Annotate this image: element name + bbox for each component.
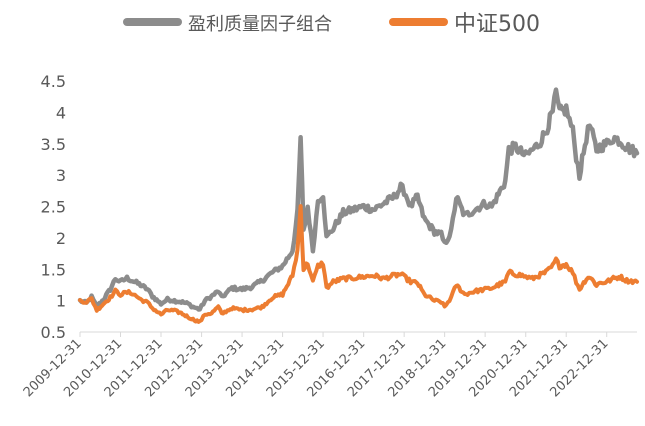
y-tick-label: 3.5: [41, 135, 66, 154]
y-tick-label: 4: [56, 103, 66, 122]
y-tick-label: 2: [56, 229, 66, 248]
series-line-1: [77, 87, 640, 312]
series-line-2: [78, 204, 639, 324]
plot-area: [77, 87, 640, 324]
y-tick-label: 3: [56, 166, 66, 185]
x-axis: 2009-12-312010-12-312011-12-312012-12-31…: [21, 331, 637, 400]
legend-item-series-1[interactable]: 盈利质量因子组合: [123, 14, 332, 35]
legend-label-series-1: 盈利质量因子组合: [188, 14, 332, 35]
legend: 盈利质量因子组合 中证500: [123, 12, 540, 37]
y-tick-label: 1: [56, 292, 66, 311]
y-tick-label: 1.5: [41, 260, 66, 279]
y-tick-label: 0.5: [41, 323, 66, 342]
legend-item-series-2[interactable]: 中证500: [389, 12, 540, 37]
y-axis: 0.5 1 1.5 2 2.5 3 3.5 4 4.5: [41, 72, 66, 342]
y-tick-label: 2.5: [41, 198, 66, 217]
legend-label-series-2: 中证500: [454, 12, 540, 37]
y-tick-label: 4.5: [41, 72, 66, 91]
